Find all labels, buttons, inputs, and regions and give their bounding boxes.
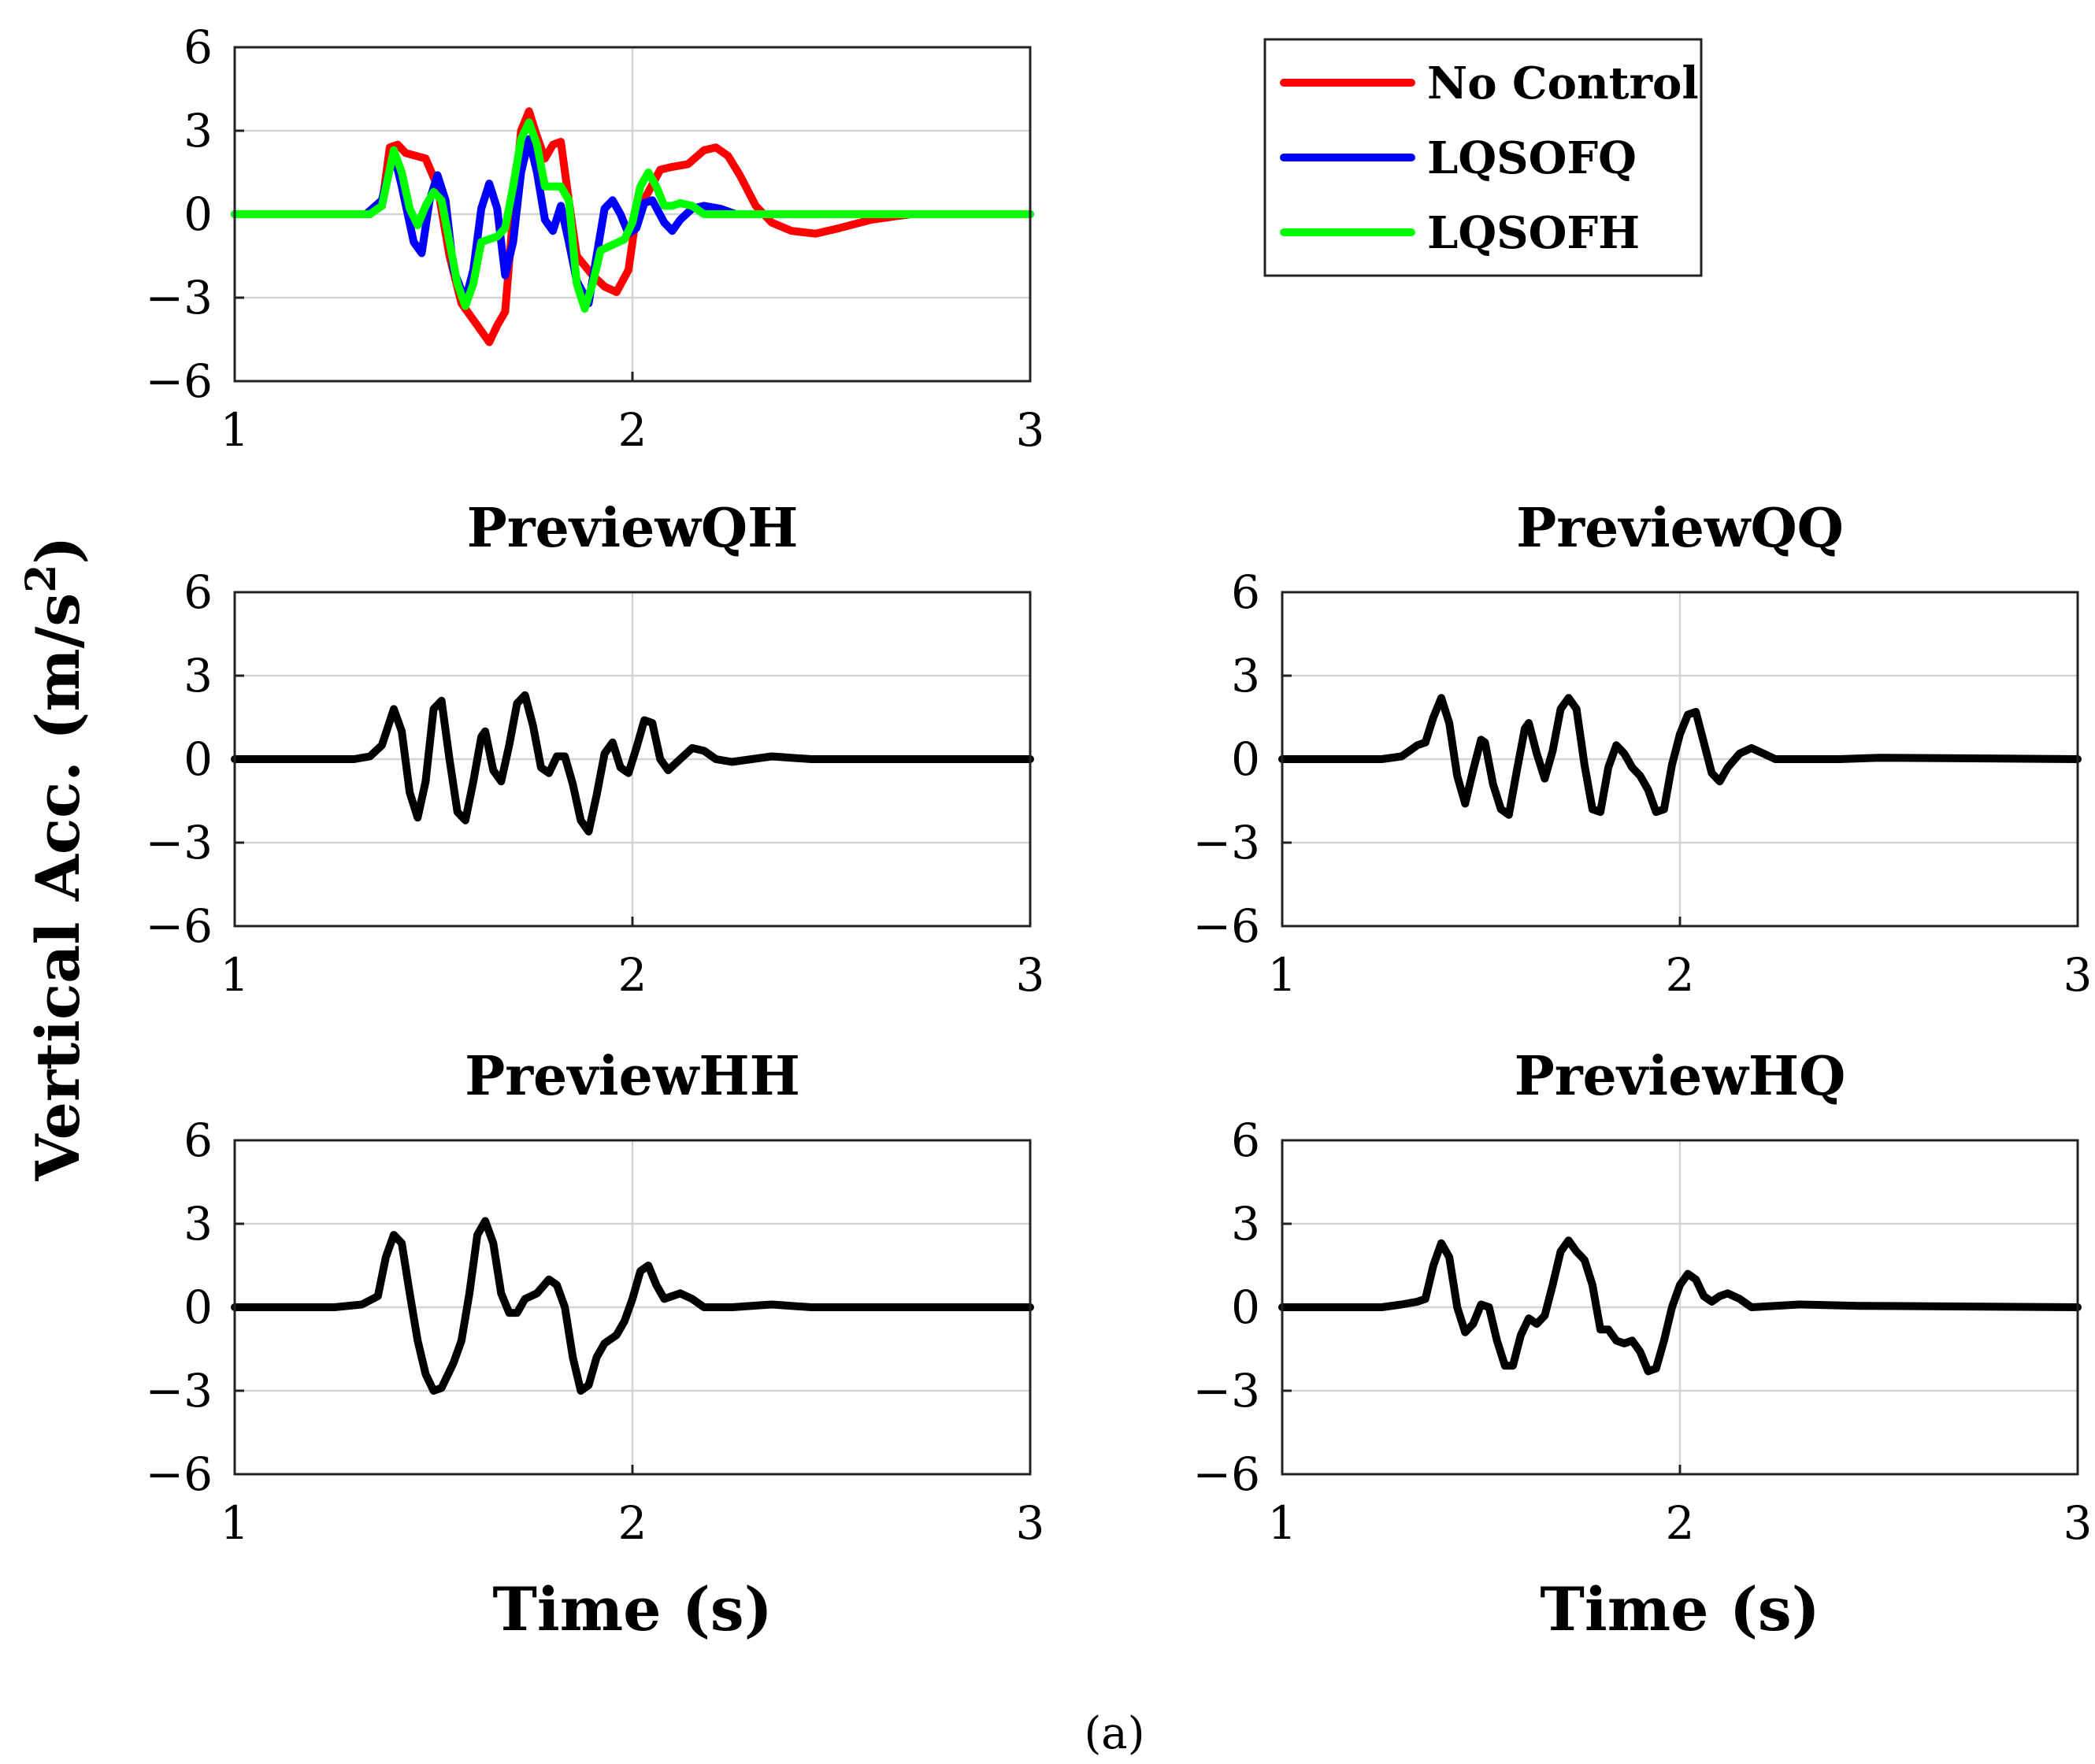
x-tick-label: 2 bbox=[1666, 1496, 1695, 1550]
y-axis-label: Vertical Acc. (m/s2) bbox=[17, 536, 93, 1182]
x-tick-label: 3 bbox=[2063, 948, 2093, 1002]
legend-label-lqsofh: LQSOFH bbox=[1427, 207, 1640, 259]
series-line-previewhq bbox=[1278, 1236, 2082, 1376]
y-tick-label: 6 bbox=[1231, 1114, 1260, 1167]
y-tick-label: 6 bbox=[184, 565, 213, 619]
chart-panel-1: 1 2 3 6 3 0 −3 −6 bbox=[146, 20, 1045, 457]
y-tick-label: 3 bbox=[184, 104, 213, 158]
y-tick-label: −6 bbox=[146, 1447, 213, 1501]
y-tick-label: 3 bbox=[184, 649, 213, 702]
chart-panel-4: 1 2 3 6 3 0 −3 −6 PreviewHH Time (s) bbox=[146, 1045, 1045, 1644]
y-tick-label: 0 bbox=[184, 187, 213, 241]
y-tick-label: −3 bbox=[1193, 1364, 1261, 1418]
axes-frame bbox=[233, 591, 1032, 928]
y-tick-label: 0 bbox=[1231, 1280, 1260, 1334]
y-tick-label: −3 bbox=[146, 1364, 213, 1418]
legend: No Control LQSOFQ LQSOFH bbox=[1263, 38, 1703, 277]
x-tick-label: 2 bbox=[618, 948, 647, 1002]
y-tick-label: −3 bbox=[146, 271, 213, 324]
x-tick-label: 3 bbox=[1016, 948, 1045, 1002]
legend-label-lqsofq: LQSOFQ bbox=[1427, 132, 1637, 184]
x-tick-label: 1 bbox=[221, 1496, 250, 1550]
y-tick-label: −3 bbox=[146, 816, 213, 869]
x-tick-label: 1 bbox=[221, 948, 250, 1002]
chart-panel-3: 1 2 3 6 3 0 −3 −6 PreviewQQ bbox=[1193, 497, 2093, 1002]
x-tick-label: 3 bbox=[2063, 1496, 2093, 1550]
chart-title: PreviewHH bbox=[465, 1045, 800, 1108]
chart-panel-2: 1 2 3 6 3 0 −3 −6 PreviewQH bbox=[146, 497, 1045, 1002]
y-tick-label: 0 bbox=[184, 1280, 213, 1334]
y-axis-label-superscript: 2 bbox=[17, 565, 65, 593]
y-tick-label: −6 bbox=[1193, 899, 1261, 953]
y-tick-label: −6 bbox=[146, 354, 213, 408]
y-tick-label: 6 bbox=[184, 1114, 213, 1167]
x-tick-label: 2 bbox=[1666, 948, 1695, 1002]
y-tick-label: 0 bbox=[184, 732, 213, 786]
y-tick-label: −6 bbox=[1193, 1447, 1261, 1501]
axes-frame bbox=[233, 46, 1032, 383]
y-axis-label-main: Vertical Acc. (m/s bbox=[23, 593, 93, 1182]
series-line-previewqh bbox=[231, 691, 1034, 836]
chart-title: PreviewHQ bbox=[1515, 1045, 1846, 1108]
y-tick-label: 0 bbox=[1231, 732, 1260, 786]
x-tick-label: 3 bbox=[1016, 1496, 1045, 1550]
x-tick-label: 2 bbox=[618, 1496, 647, 1550]
chart-panel-5: 1 2 3 6 3 0 −3 −6 PreviewHQ Time (s) bbox=[1193, 1045, 2093, 1644]
y-tick-label: 3 bbox=[1231, 1197, 1260, 1251]
x-tick-label: 1 bbox=[221, 403, 250, 457]
series-line-lqsofh bbox=[231, 118, 1034, 313]
y-tick-label: 3 bbox=[184, 1197, 213, 1251]
y-tick-label: −3 bbox=[1193, 816, 1261, 869]
x-tick-label: 2 bbox=[618, 403, 647, 457]
chart-title: PreviewQH bbox=[467, 497, 799, 560]
x-tick-label: 1 bbox=[1268, 1496, 1297, 1550]
x-axis-label: Time (s) bbox=[1540, 1574, 1819, 1644]
y-tick-label: 3 bbox=[1231, 649, 1260, 702]
y-tick-label: 6 bbox=[184, 20, 213, 74]
axes-frame bbox=[1281, 591, 2079, 928]
y-axis-label-tail: ) bbox=[23, 536, 93, 565]
x-tick-label: 1 bbox=[1268, 948, 1297, 1002]
chart-title: PreviewQQ bbox=[1516, 497, 1844, 560]
axes-frame bbox=[233, 1139, 1032, 1476]
legend-label-no-control: No Control bbox=[1427, 57, 1699, 109]
axes-frame bbox=[1281, 1139, 2079, 1476]
y-tick-label: −6 bbox=[146, 899, 213, 953]
series-line-previewhh bbox=[231, 1217, 1034, 1395]
figure-caption: (a) bbox=[1084, 1708, 1144, 1759]
series-line-previewqq bbox=[1278, 694, 2082, 819]
x-tick-label: 3 bbox=[1016, 403, 1045, 457]
y-tick-label: 6 bbox=[1231, 565, 1260, 619]
x-axis-label: Time (s) bbox=[492, 1574, 772, 1644]
